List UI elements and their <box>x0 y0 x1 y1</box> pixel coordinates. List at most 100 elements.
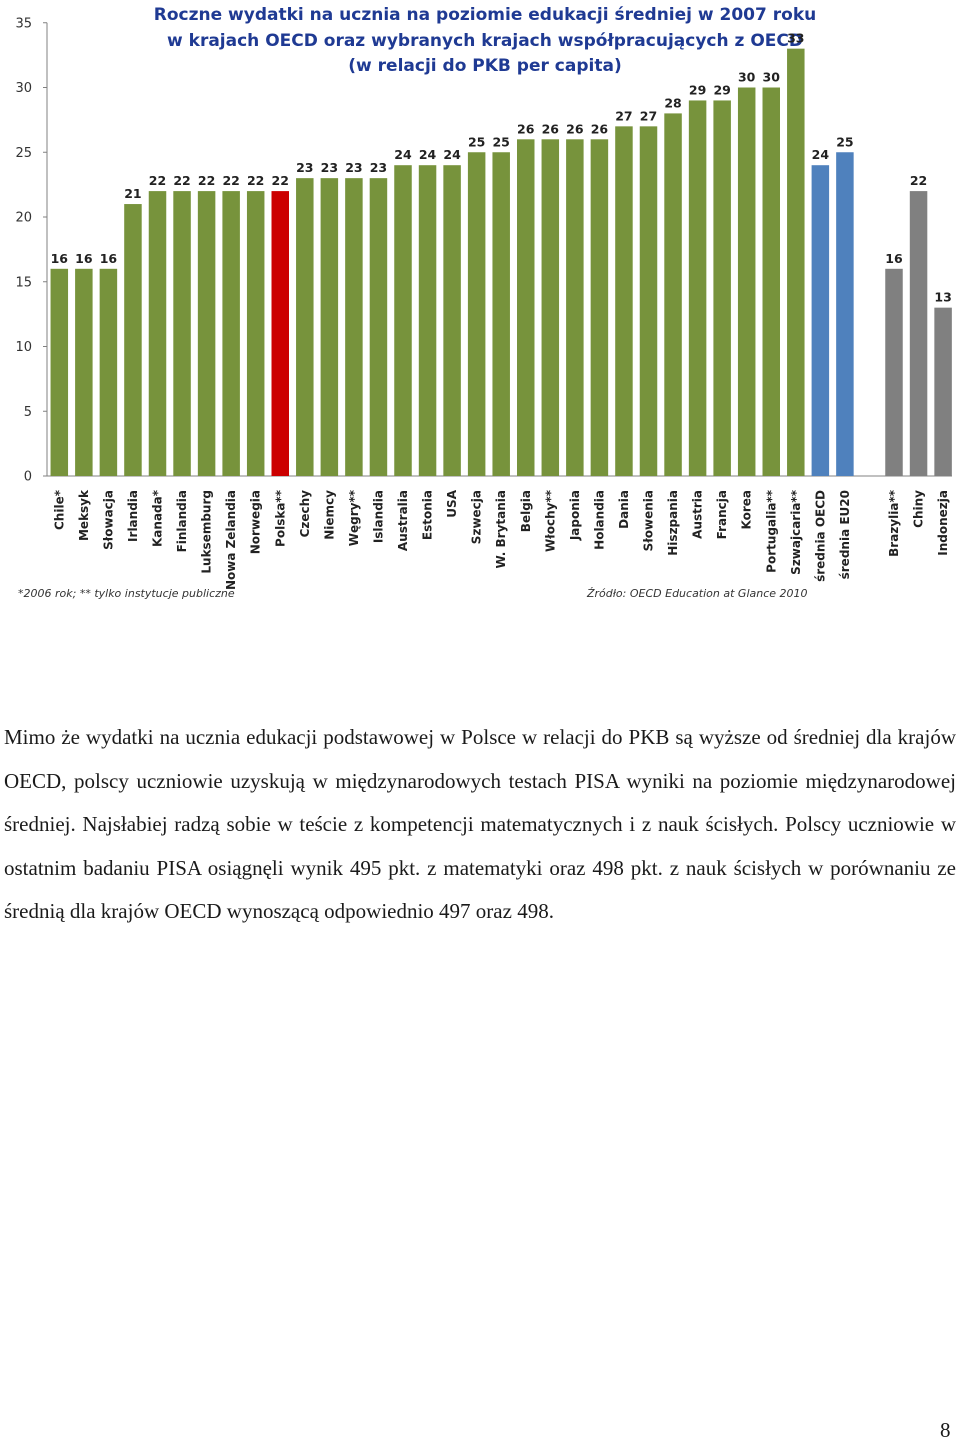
bar-value-label: 13 <box>934 290 951 305</box>
bar <box>836 152 854 476</box>
bar <box>517 139 535 477</box>
y-tick-label: 0 <box>24 470 32 485</box>
bar-value-label: 22 <box>272 173 289 188</box>
bar-value-label: 16 <box>51 251 69 266</box>
bar-value-label: 27 <box>640 108 657 123</box>
bar-value-label: 22 <box>198 173 215 188</box>
bar <box>909 191 928 476</box>
bar <box>320 178 339 476</box>
bar-value-label: 33 <box>787 31 804 46</box>
bar-value-label: 26 <box>517 121 535 136</box>
bar <box>762 87 780 476</box>
category-label: Kanada* <box>151 489 165 547</box>
category-label: Czechy <box>298 490 312 538</box>
category-label: W. Brytania <box>494 490 508 568</box>
bar <box>467 152 486 476</box>
chart-title-line: Roczne wydatki na ucznia na poziomie edu… <box>154 5 816 25</box>
bar <box>443 165 461 476</box>
category-label: Włochy** <box>543 489 557 552</box>
bar <box>246 191 265 476</box>
bar <box>369 178 388 476</box>
category-label: Austria <box>691 490 705 539</box>
category-label: Węgry** <box>347 489 361 546</box>
category-label: Słowenia <box>642 490 656 551</box>
bar-value-label: 27 <box>615 108 632 123</box>
bar-value-label: 30 <box>763 70 781 85</box>
bar-value-label: 24 <box>394 147 412 162</box>
bar <box>664 113 682 477</box>
bar <box>688 100 707 476</box>
category-label: USA <box>445 489 459 517</box>
category-label: Luksemburg <box>200 490 214 574</box>
y-tick-label: 20 <box>15 211 32 226</box>
category-label: średnia EU20 <box>838 490 852 579</box>
category-label: Norwegia <box>249 490 263 554</box>
category-label: średnia OECD <box>813 490 827 582</box>
bar <box>541 139 560 477</box>
category-label: Słowacja <box>101 490 115 550</box>
expenditure-bar-chart: Roczne wydatki na ucznia na poziomie edu… <box>15 5 952 600</box>
bar-value-label: 28 <box>664 95 681 110</box>
bar <box>737 87 756 476</box>
bar-value-label: 26 <box>542 121 560 136</box>
y-tick-label: 10 <box>15 340 32 355</box>
category-label: Indonezja <box>936 490 950 556</box>
category-label: Belgia <box>519 490 533 532</box>
bar <box>99 268 118 476</box>
bar <box>148 191 167 476</box>
bar-value-label: 16 <box>885 251 903 266</box>
bar-value-label: 22 <box>247 173 264 188</box>
bar-value-label: 22 <box>910 173 927 188</box>
category-label: Islandia <box>371 490 385 543</box>
chart-footnote: *2006 rok; ** tylko instytucje publiczne <box>18 587 235 600</box>
bar <box>566 139 584 477</box>
bar <box>296 178 314 476</box>
category-label: Irlandia <box>126 490 140 542</box>
category-label: Szwecja <box>470 490 484 544</box>
bar <box>787 48 805 477</box>
bar-value-label: 22 <box>222 173 239 188</box>
bar-value-label: 23 <box>345 160 362 175</box>
y-tick-label: 35 <box>15 16 32 31</box>
category-label: Portugalia** <box>764 489 778 573</box>
chart-title: Roczne wydatki na ucznia na poziomie edu… <box>154 5 816 76</box>
category-label: Australia <box>396 490 410 551</box>
bar <box>811 165 830 476</box>
bar <box>75 268 93 476</box>
bar-value-label: 25 <box>468 134 485 149</box>
bar-value-label: 24 <box>443 147 461 162</box>
category-label: Chile* <box>52 489 66 530</box>
bar-value-label: 23 <box>321 160 338 175</box>
bar <box>345 178 363 476</box>
bar <box>615 126 633 476</box>
category-label: Japonia <box>568 490 582 541</box>
category-label: Korea <box>740 490 754 530</box>
bar-value-label: 26 <box>591 121 609 136</box>
category-label: Meksyk <box>77 489 91 541</box>
category-label: Estonia <box>421 490 435 540</box>
bar-value-label: 16 <box>75 251 93 266</box>
bar-value-label: 29 <box>689 82 706 97</box>
bars <box>50 48 952 477</box>
category-label: Dania <box>617 490 631 529</box>
bar-value-label: 22 <box>173 173 190 188</box>
bar-value-label: 25 <box>836 134 853 149</box>
bar <box>590 139 609 477</box>
body-paragraph: Mimo że wydatki na ucznia edukacji podst… <box>4 725 956 923</box>
bar <box>197 191 216 476</box>
category-label: Polska** <box>273 489 287 547</box>
category-label: Francja <box>715 490 729 539</box>
bar-value-label: 24 <box>812 147 830 162</box>
bar <box>173 191 191 476</box>
bar-value-label: 16 <box>100 251 118 266</box>
bar-value-label: 22 <box>149 173 166 188</box>
bar <box>418 165 437 476</box>
category-label: Chiny <box>912 490 926 528</box>
bar-value-label: 24 <box>419 147 437 162</box>
category-label: Finlandia <box>175 490 189 552</box>
category-label: Szwajcaria** <box>789 489 803 575</box>
bar <box>271 191 289 476</box>
y-tick-label: 15 <box>15 275 32 290</box>
chart-source: Źródło: OECD Education at Glance 2010 <box>586 587 808 600</box>
bar-value-label: 23 <box>296 160 313 175</box>
